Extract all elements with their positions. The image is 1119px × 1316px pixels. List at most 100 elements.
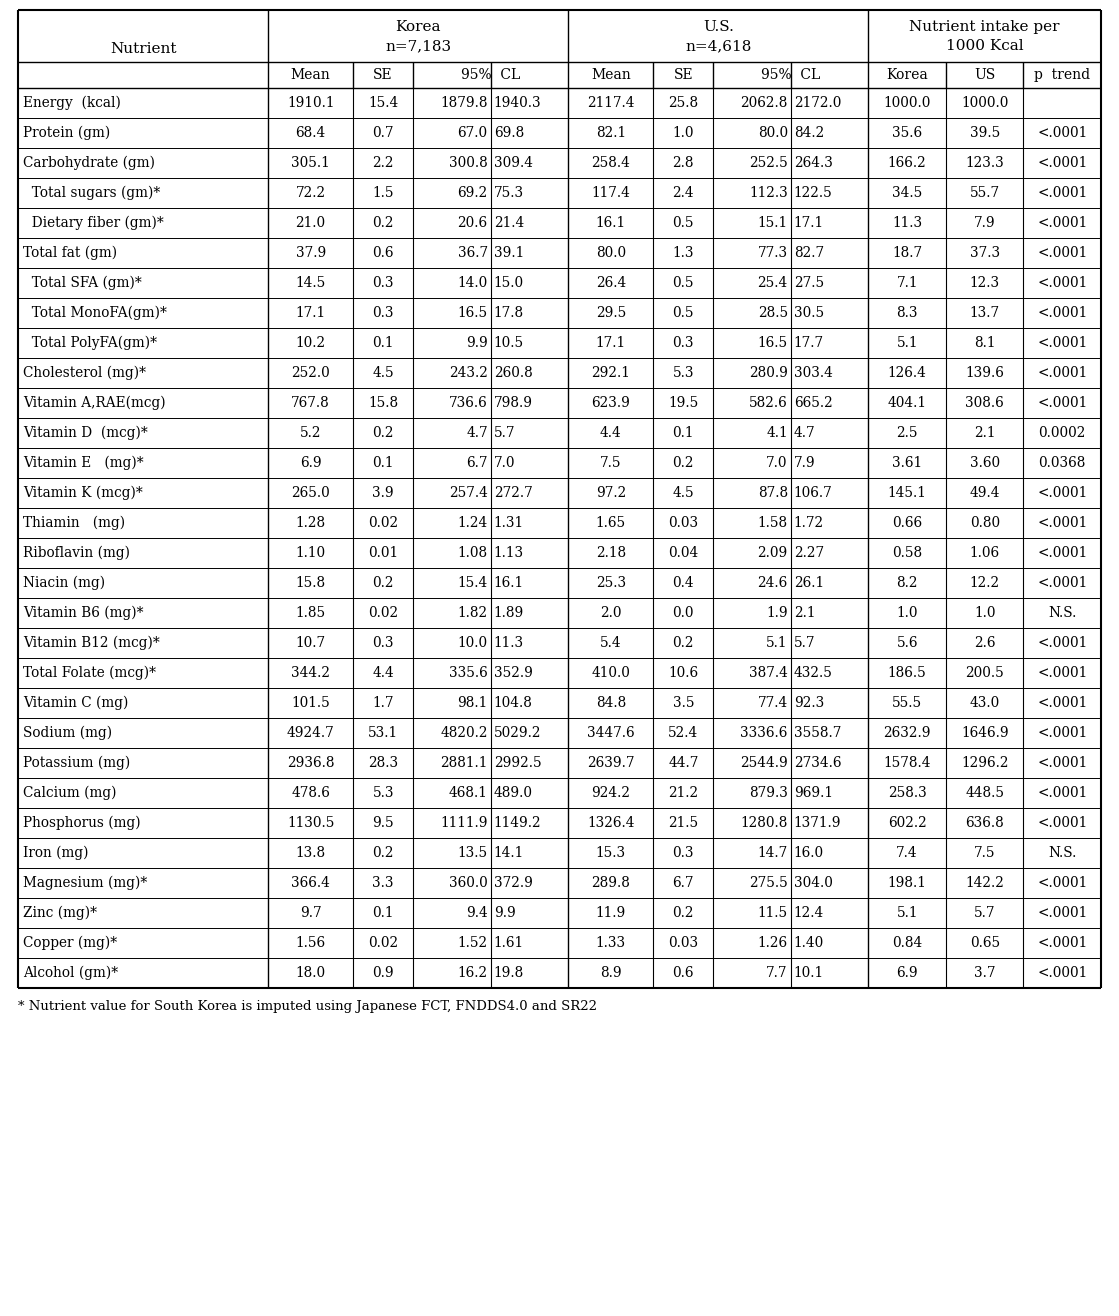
Text: 2.1: 2.1 [974, 426, 996, 440]
Text: Nutrient: Nutrient [110, 42, 177, 57]
Text: 1371.9: 1371.9 [793, 816, 841, 830]
Text: 0.80: 0.80 [970, 516, 999, 530]
Text: Total PolyFA(gm)*: Total PolyFA(gm)* [23, 336, 157, 350]
Text: US: US [974, 68, 995, 82]
Text: 3336.6: 3336.6 [741, 726, 788, 740]
Text: 3.60: 3.60 [970, 457, 999, 470]
Text: 3.7: 3.7 [974, 966, 996, 980]
Text: <.0001: <.0001 [1037, 936, 1088, 950]
Text: 0.03: 0.03 [668, 516, 698, 530]
Text: 87.8: 87.8 [758, 486, 788, 500]
Text: 8.2: 8.2 [896, 576, 918, 590]
Text: SE: SE [674, 68, 693, 82]
Text: 7.9: 7.9 [974, 216, 996, 230]
Text: 0.3: 0.3 [373, 276, 394, 290]
Text: 0.1: 0.1 [373, 905, 394, 920]
Text: 1.28: 1.28 [295, 516, 326, 530]
Text: 305.1: 305.1 [291, 157, 330, 170]
Text: 0.9: 0.9 [373, 966, 394, 980]
Text: 0.1: 0.1 [673, 426, 694, 440]
Text: 1.56: 1.56 [295, 936, 326, 950]
Text: 252.5: 252.5 [749, 157, 788, 170]
Text: 2.5: 2.5 [896, 426, 918, 440]
Text: Vitamin E   (mg)*: Vitamin E (mg)* [23, 455, 143, 470]
Text: 2.8: 2.8 [673, 157, 694, 170]
Text: 2.6: 2.6 [974, 636, 996, 650]
Text: 1.3: 1.3 [673, 246, 694, 261]
Text: 21.2: 21.2 [668, 786, 698, 800]
Text: <.0001: <.0001 [1037, 636, 1088, 650]
Text: 0.3: 0.3 [373, 636, 394, 650]
Text: 767.8: 767.8 [291, 396, 330, 411]
Text: 16.2: 16.2 [458, 966, 488, 980]
Text: 2639.7: 2639.7 [587, 755, 634, 770]
Text: 448.5: 448.5 [966, 786, 1004, 800]
Text: 292.1: 292.1 [591, 366, 630, 380]
Text: 15.0: 15.0 [493, 276, 524, 290]
Text: 1646.9: 1646.9 [961, 726, 1008, 740]
Text: 0.1: 0.1 [373, 336, 394, 350]
Text: 969.1: 969.1 [793, 786, 833, 800]
Text: 28.3: 28.3 [368, 755, 398, 770]
Text: 1.0: 1.0 [896, 605, 918, 620]
Text: 2.18: 2.18 [595, 546, 626, 561]
Text: 95%  CL: 95% CL [761, 68, 820, 82]
Text: Zinc (mg)*: Zinc (mg)* [23, 905, 97, 920]
Text: 4.5: 4.5 [673, 486, 694, 500]
Text: 52.4: 52.4 [668, 726, 698, 740]
Text: 0.66: 0.66 [892, 516, 922, 530]
Text: 97.2: 97.2 [595, 486, 626, 500]
Text: Niacin (mg): Niacin (mg) [23, 576, 105, 590]
Text: 636.8: 636.8 [966, 816, 1004, 830]
Text: 77.3: 77.3 [758, 246, 788, 261]
Text: 82.1: 82.1 [595, 126, 626, 139]
Text: 69.2: 69.2 [458, 186, 488, 200]
Text: 6.7: 6.7 [673, 876, 694, 890]
Text: 252.0: 252.0 [291, 366, 330, 380]
Text: SE: SE [374, 68, 393, 82]
Text: 2.09: 2.09 [758, 546, 788, 561]
Text: 123.3: 123.3 [966, 157, 1004, 170]
Text: 37.3: 37.3 [970, 246, 999, 261]
Text: Iron (mg): Iron (mg) [23, 846, 88, 861]
Text: 366.4: 366.4 [291, 876, 330, 890]
Text: 0.84: 0.84 [892, 936, 922, 950]
Text: 0.65: 0.65 [970, 936, 999, 950]
Text: <.0001: <.0001 [1037, 186, 1088, 200]
Text: 17.1: 17.1 [295, 307, 326, 320]
Text: 200.5: 200.5 [966, 666, 1004, 680]
Text: 68.4: 68.4 [295, 126, 326, 139]
Text: 9.7: 9.7 [300, 905, 321, 920]
Text: 2117.4: 2117.4 [587, 96, 634, 111]
Text: 95%  CL: 95% CL [461, 68, 520, 82]
Text: <.0001: <.0001 [1037, 246, 1088, 261]
Text: 106.7: 106.7 [793, 486, 833, 500]
Text: N.S.: N.S. [1049, 605, 1076, 620]
Text: 17.8: 17.8 [493, 307, 524, 320]
Text: 126.4: 126.4 [887, 366, 927, 380]
Text: 1.06: 1.06 [970, 546, 999, 561]
Text: 1.72: 1.72 [793, 516, 824, 530]
Text: 0.5: 0.5 [673, 307, 694, 320]
Text: Protein (gm): Protein (gm) [23, 126, 111, 141]
Text: 0.03: 0.03 [668, 936, 698, 950]
Text: 5.7: 5.7 [974, 905, 996, 920]
Text: Vitamin C (mg): Vitamin C (mg) [23, 696, 129, 711]
Text: Sodium (mg): Sodium (mg) [23, 726, 112, 740]
Text: 15.3: 15.3 [595, 846, 626, 859]
Text: 10.0: 10.0 [458, 636, 488, 650]
Text: n=7,183: n=7,183 [385, 39, 451, 53]
Text: 112.3: 112.3 [749, 186, 788, 200]
Text: 18.7: 18.7 [892, 246, 922, 261]
Text: 304.0: 304.0 [793, 876, 833, 890]
Text: 602.2: 602.2 [887, 816, 927, 830]
Text: 258.3: 258.3 [887, 786, 927, 800]
Text: 10.2: 10.2 [295, 336, 326, 350]
Text: 265.0: 265.0 [291, 486, 330, 500]
Text: 468.1: 468.1 [449, 786, 488, 800]
Text: 11.3: 11.3 [493, 636, 524, 650]
Text: 1.10: 1.10 [295, 546, 326, 561]
Text: 0.02: 0.02 [368, 605, 398, 620]
Text: 12.3: 12.3 [970, 276, 999, 290]
Text: 27.5: 27.5 [793, 276, 824, 290]
